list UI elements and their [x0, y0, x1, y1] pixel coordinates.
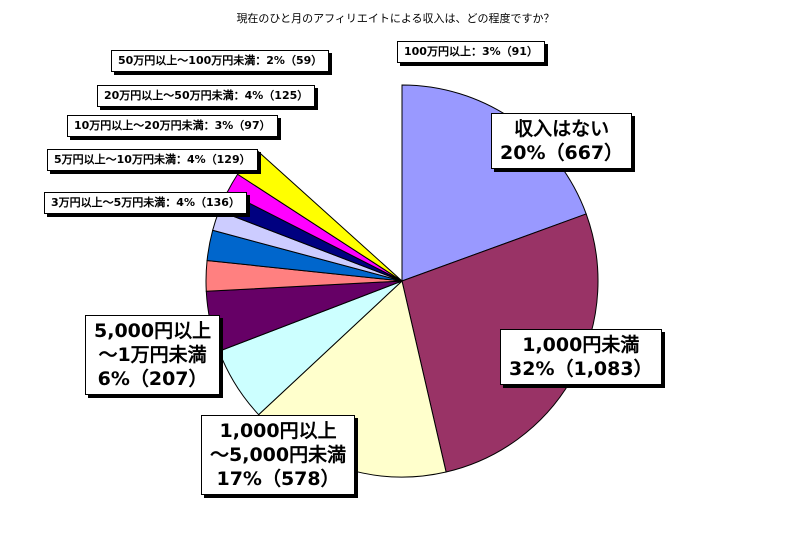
slice-label-line: 32%（1,083）	[509, 358, 653, 380]
slice-label-line: 1,000円未満	[522, 334, 640, 356]
slice-label-line: 20万円以上～50万円未満：4%（125）	[104, 89, 309, 102]
slice-label: 1,000円未満 32%（1,083）	[500, 329, 662, 385]
slice-label: 1,000円以上 ～5,000円未満 17%（578）	[201, 415, 356, 495]
slice-label-line: ～1万円未満	[98, 344, 207, 366]
slice-label: 収入はない 20%（667）	[491, 113, 633, 169]
slice-label-line: 50万円以上～100万円未満：2%（59）	[118, 54, 323, 67]
slice-label: 50万円以上～100万円未満：2%（59）	[111, 50, 330, 72]
slice-label-line: 10万円以上～20万円未満：3%（97）	[74, 119, 271, 132]
slice-label-line: 5,000円以上	[94, 320, 212, 342]
slice-label-line: 100万円以上：3%（91）	[404, 45, 538, 58]
slice-label: 3万円以上～5万円未満：4%（136）	[44, 192, 247, 214]
slice-label-line: 収入はない	[514, 118, 610, 140]
chart-title: 現在のひと月のアフィリエイトによる収入は、どの程度ですか？	[236, 12, 555, 25]
slice-label-line: 1,000円以上	[219, 420, 337, 442]
slice-label-line: 6%（207）	[97, 368, 208, 390]
slice-label: 100万円以上：3%（91）	[397, 41, 545, 63]
slice-label: 10万円以上～20万円未満：3%（97）	[67, 115, 278, 137]
slice-label-line: 17%（578）	[216, 468, 340, 490]
slice-label: 20万円以上～50万円未満：4%（125）	[97, 85, 316, 107]
slice-label-line: 3万円以上～5万円未満：4%（136）	[51, 196, 240, 209]
slice-label: 5万円以上～10万円未満：4%（129）	[47, 149, 258, 171]
slice-label: 5,000円以上 ～1万円未満 6%（207）	[85, 315, 221, 395]
slice-label-line: 20%（667）	[500, 142, 624, 164]
slice-label-line: 5万円以上～10万円未満：4%（129）	[54, 153, 251, 166]
slice-label-line: ～5,000円未満	[210, 444, 347, 466]
